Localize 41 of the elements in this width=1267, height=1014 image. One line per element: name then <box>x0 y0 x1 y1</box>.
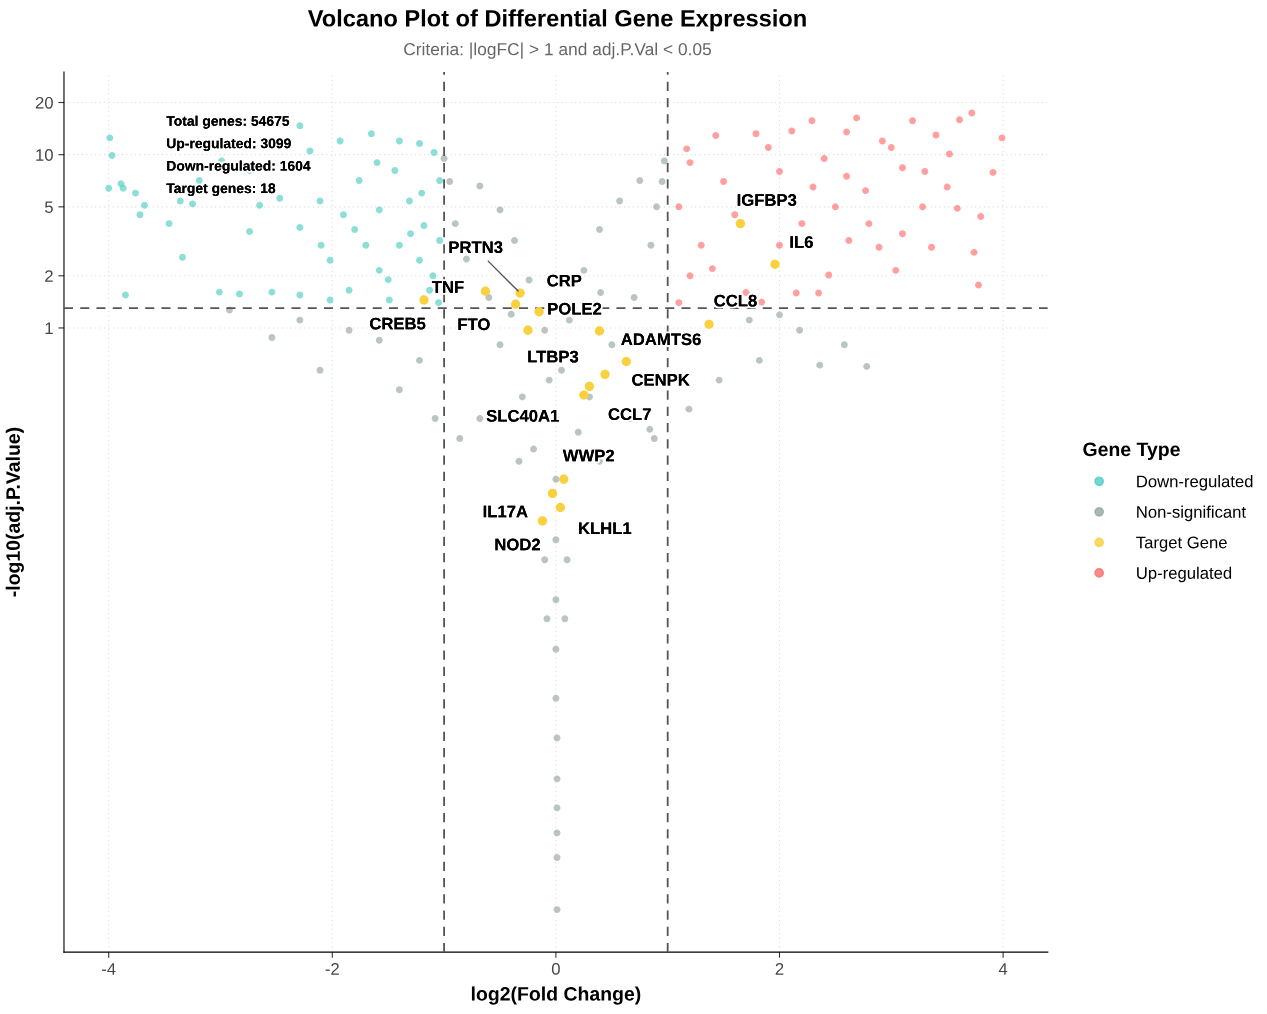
x-tick-label: 0 <box>551 963 560 975</box>
y-axis-title: -log10(adj.P.Value) <box>5 427 24 597</box>
annotation: LTBP3 <box>528 350 579 363</box>
y-tick-label: 20 <box>35 96 53 109</box>
annotation: IGFBP3 <box>737 194 797 206</box>
annotation: CCL7 <box>608 408 651 421</box>
annotation: Up-regulated: 3099 <box>167 138 291 152</box>
annotation: SLC40A1 <box>486 409 559 422</box>
y-tick-label: 10 <box>36 149 53 161</box>
annotation: TNF <box>431 281 464 293</box>
annotation: CREB5 <box>370 317 426 330</box>
annotation: Total genes: 54675 <box>166 115 290 129</box>
annotation: CCL8 <box>714 294 757 307</box>
annotation: IL17A <box>483 505 528 518</box>
annotation: IL6 <box>790 236 813 248</box>
legend-label: Non-significant <box>1137 505 1246 522</box>
annotation: KLHL1 <box>579 522 632 535</box>
x-tick-label: -2 <box>325 963 339 975</box>
x-axis-title: log2(Fold Change) <box>471 986 641 1005</box>
chart-title: Volcano Plot of Differential Gene Expression <box>307 9 806 32</box>
annotation: CENPK <box>632 373 690 386</box>
annotation: POLE2 <box>548 302 602 315</box>
x-tick-label: 2 <box>775 963 784 975</box>
annotation: Target genes: 18 <box>166 183 276 196</box>
x-tick-label: 4 <box>998 963 1008 975</box>
annotation: FTO <box>458 318 490 331</box>
annotation: ADAMTS6 <box>621 333 701 346</box>
annotation: PRTN3 <box>449 241 503 254</box>
annotation: WWP2 <box>562 449 614 462</box>
legend-title: Gene Type <box>1083 442 1180 461</box>
y-tick-label: 5 <box>44 201 53 214</box>
x-tick-label: -4 <box>102 963 116 975</box>
annotation: NOD2 <box>495 538 540 551</box>
y-tick-label: 2 <box>45 270 53 282</box>
chart-subtitle: Criteria: |logFC| > 1 and adj.P.Val < 0.05 <box>404 42 712 59</box>
annotation: Down-regulated: 1604 <box>167 160 311 174</box>
annotation: CRP <box>547 274 582 287</box>
y-tick-label: 1 <box>45 322 53 334</box>
legend-label: Up-regulated <box>1137 566 1232 583</box>
legend-label: Target Gene <box>1136 536 1227 552</box>
legend-label: Down-regulated <box>1137 475 1253 491</box>
